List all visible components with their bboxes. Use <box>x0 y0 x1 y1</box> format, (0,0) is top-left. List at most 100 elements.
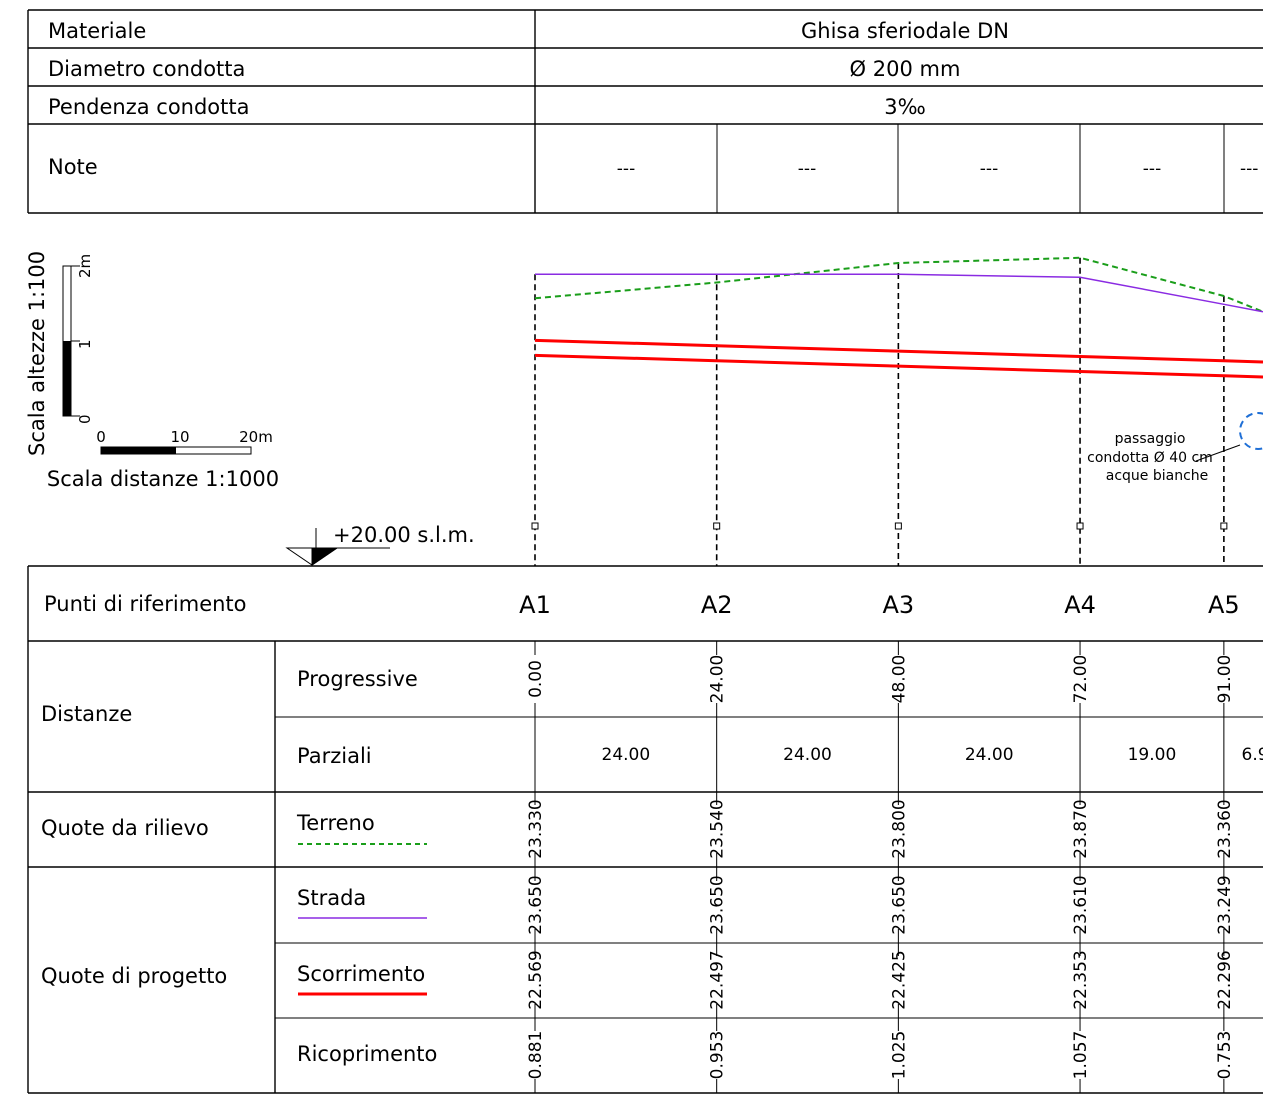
strada-value-group: 23.650 <box>708 875 728 934</box>
scorrimento-value-background <box>1072 956 1091 1004</box>
height-scale-bar <box>62 265 80 417</box>
scorrimento-crown-line <box>534 338 1263 364</box>
strada-value: 23.650 <box>708 875 728 934</box>
ricoprimento-value-group: 0.753 <box>1215 1031 1235 1080</box>
terreno-value: 23.360 <box>1215 799 1235 858</box>
section-marker <box>1220 522 1228 530</box>
material-value: Ghisa sferiodale DN <box>801 19 1009 43</box>
parziali-value: 24.00 <box>783 745 832 765</box>
reference-point-label: A5 <box>1208 591 1240 619</box>
terreno-value-background <box>1215 805 1234 853</box>
ricoprimento-value-background <box>890 1031 909 1079</box>
datum-label: +20.00 s.l.m. <box>333 523 475 547</box>
terreno-value: 23.540 <box>708 799 728 858</box>
distance-scale-bar <box>100 446 252 455</box>
parziali-value: 24.00 <box>965 745 1014 765</box>
ricoprimento-value: 0.953 <box>708 1031 728 1080</box>
ricoprimento-value-background <box>1215 1031 1234 1079</box>
scorrimento-value-group: 22.353 <box>1071 950 1091 1009</box>
scorrimento-value: 22.569 <box>526 950 546 1009</box>
annotation-line-1: passaggio <box>1115 431 1186 447</box>
profile-plot <box>531 256 1263 566</box>
terreno-value-group: 23.330 <box>526 799 546 858</box>
strada-value-background <box>708 881 727 929</box>
terreno-line <box>534 256 1263 313</box>
quote-progetto-label: Quote di progetto <box>41 964 227 988</box>
ricoprimento-value-group: 0.953 <box>708 1031 728 1080</box>
distance-scale-title: Scala distanze 1:1000 <box>47 467 279 491</box>
strada-value-group: 23.650 <box>889 875 909 934</box>
strada-label: Strada <box>297 886 366 910</box>
progressive-value-background <box>708 655 727 703</box>
section-marker <box>531 522 539 530</box>
note-value: --- <box>1240 159 1258 179</box>
progressive-value-group: 72.00 <box>1071 655 1091 704</box>
annotation-line-2: condotta Ø 40 cm <box>1087 450 1213 466</box>
slope-label: Pendenza condotta <box>48 95 250 119</box>
ricoprimento-value: 1.057 <box>1071 1031 1091 1080</box>
progressive-value-background <box>527 655 545 703</box>
progressive-value-group: 48.00 <box>889 655 909 704</box>
strada-value: 23.249 <box>1215 875 1235 934</box>
strada-value-background <box>527 881 545 929</box>
strada-value: 23.650 <box>526 875 546 934</box>
progressive-value: 91.00 <box>1215 655 1235 704</box>
reference-points-header: Punti di riferimento <box>44 592 247 616</box>
terreno-value-group: 23.800 <box>889 799 909 858</box>
diameter-label: Diametro condotta <box>48 57 245 81</box>
distance-tick-10: 10 <box>170 428 189 446</box>
data-table-grid <box>27 565 1263 1094</box>
reference-point-label: A1 <box>519 591 551 619</box>
parziali-value: 19.00 <box>1128 745 1177 765</box>
strada-value: 23.610 <box>1071 875 1091 934</box>
scorrimento-label: Scorrimento <box>297 962 425 986</box>
progressive-value-background <box>1072 655 1091 703</box>
annotation-line-3: acque bianche <box>1106 468 1209 484</box>
stormwater-pipe-crossing <box>1195 412 1263 462</box>
terreno-value: 23.870 <box>1071 799 1091 858</box>
terreno-value: 23.800 <box>889 799 909 858</box>
progressive-value: 0.00 <box>526 660 546 698</box>
progressive-value: 72.00 <box>1071 655 1091 704</box>
terreno-value-background <box>890 805 909 853</box>
height-tick-1: 1 <box>76 339 94 349</box>
scorrimento-value: 22.353 <box>1071 950 1091 1009</box>
scorrimento-value-background <box>527 956 545 1004</box>
parziali-value: 6.90 <box>1242 745 1263 765</box>
distance-tick-20: 20m <box>239 428 273 446</box>
ricoprimento-value-group: 0.881 <box>526 1031 546 1080</box>
scorrimento-invert-line <box>534 353 1263 379</box>
terreno-value-background <box>527 805 545 853</box>
diameter-value: Ø 200 mm <box>850 57 961 81</box>
ricoprimento-value-background <box>1072 1031 1091 1079</box>
progressive-value-background <box>890 655 909 703</box>
strada-value-background <box>1072 881 1091 929</box>
strada-value: 23.650 <box>889 875 909 934</box>
strada-value-background <box>1215 881 1234 929</box>
ricoprimento-label: Ricoprimento <box>297 1042 437 1066</box>
height-tick-2: 2m <box>76 254 94 278</box>
scorrimento-value: 22.497 <box>708 950 728 1009</box>
progressive-value: 24.00 <box>708 655 728 704</box>
terreno-value-background <box>1072 805 1091 853</box>
ricoprimento-value: 0.753 <box>1215 1031 1235 1080</box>
section-marker <box>894 522 902 530</box>
ricoprimento-value-group: 1.025 <box>889 1031 909 1080</box>
strada-value-group: 23.610 <box>1071 875 1091 934</box>
note-value: --- <box>798 159 816 179</box>
scorrimento-value-background <box>708 956 727 1004</box>
scorrimento-value: 22.425 <box>889 950 909 1009</box>
terreno-label: Terreno <box>296 811 375 835</box>
header-table <box>27 9 1263 214</box>
terreno-value-group: 23.870 <box>1071 799 1091 858</box>
ricoprimento-value-group: 1.057 <box>1071 1031 1091 1080</box>
reference-point-label: A2 <box>701 591 733 619</box>
reference-point-label: A3 <box>883 591 915 619</box>
scorrimento-value-background <box>890 956 909 1004</box>
ricoprimento-value-background <box>708 1031 727 1079</box>
terreno-value-group: 23.360 <box>1215 799 1235 858</box>
section-marker <box>1076 522 1084 530</box>
note-value: --- <box>1143 159 1161 179</box>
terreno-value-background <box>708 805 727 853</box>
